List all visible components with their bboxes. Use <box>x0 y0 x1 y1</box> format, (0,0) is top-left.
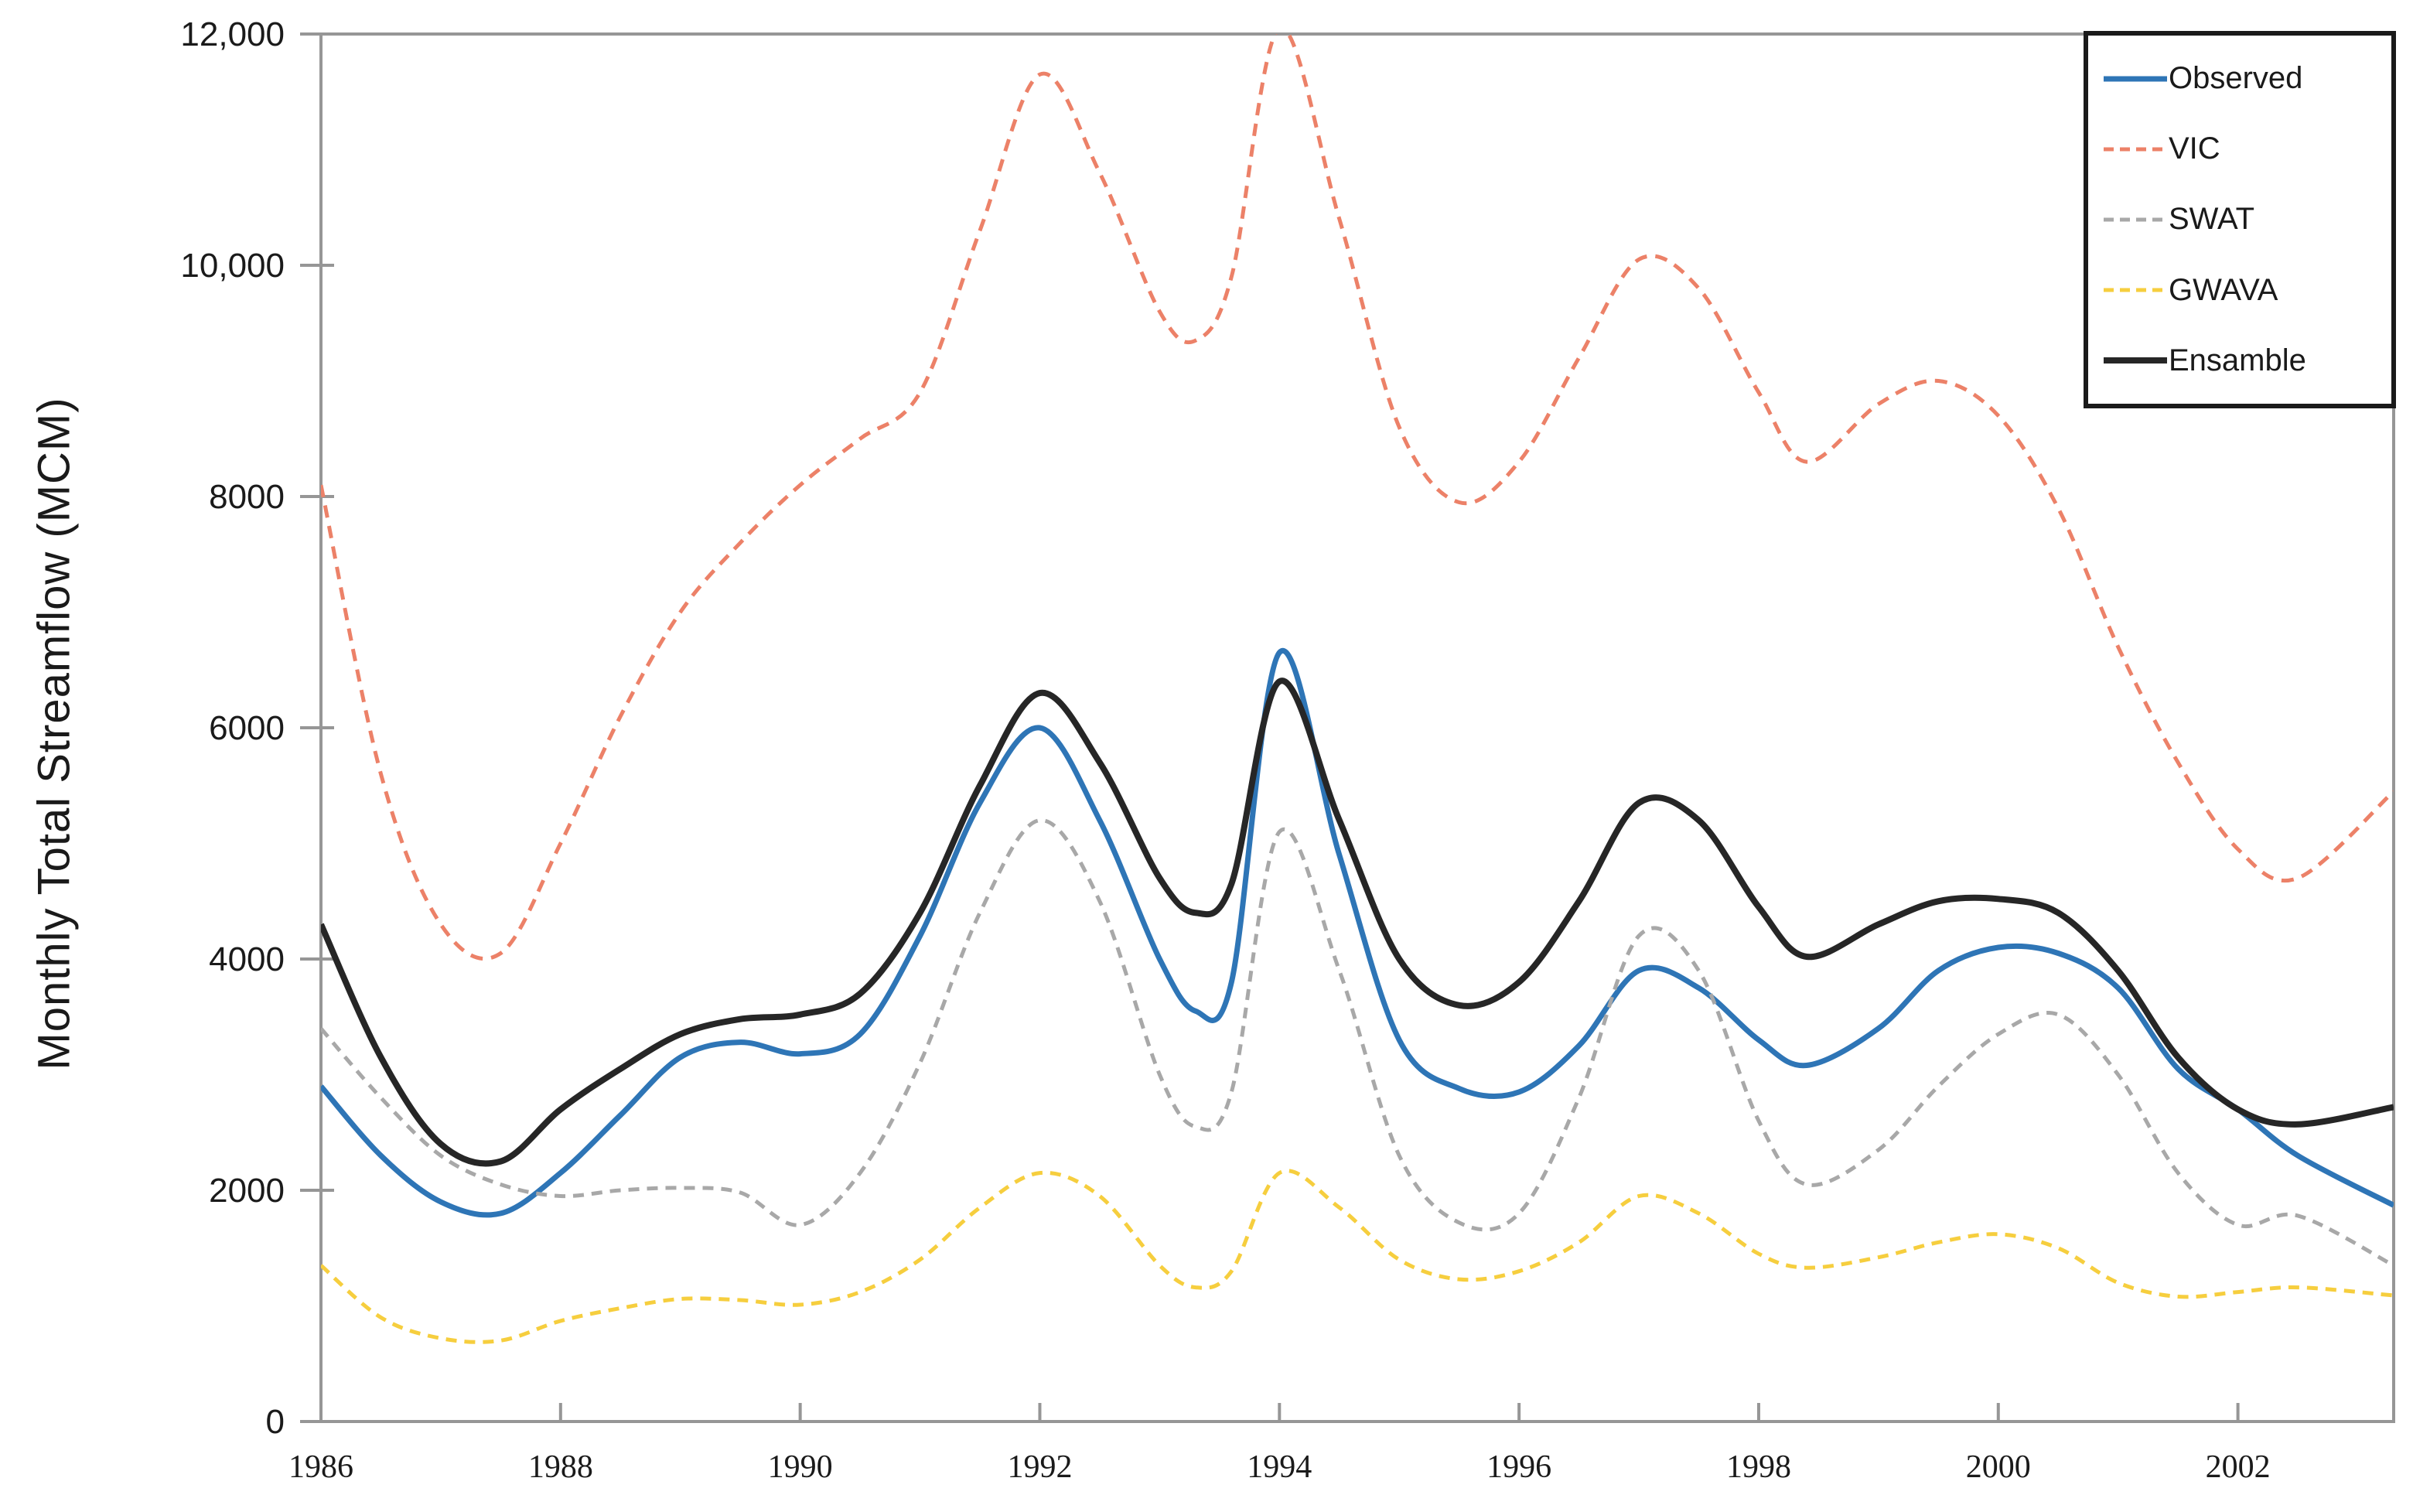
x-tick-label: 1996 <box>1486 1449 1551 1485</box>
legend-item-gwava: GWAVA <box>2104 273 2376 308</box>
plot-border <box>319 32 2395 1423</box>
legend-label-swat: SWAT <box>2169 202 2255 237</box>
x-tick-label: 1998 <box>1726 1449 1791 1485</box>
y-tick-label: 8000 <box>209 478 285 516</box>
x-tick-label: 2000 <box>1966 1449 2031 1485</box>
y-tick-label: 6000 <box>209 709 285 747</box>
series-line-observed <box>321 647 2394 1218</box>
legend-swatch-observed <box>2104 76 2167 82</box>
legend-swatch-swat <box>2104 217 2167 222</box>
x-tick-label: 2002 <box>2206 1449 2271 1485</box>
x-tick-label: 1986 <box>288 1449 353 1485</box>
legend: Observed VIC SWAT GWAVA Ensamble <box>2084 31 2396 408</box>
series-line-gwava <box>321 1169 2394 1344</box>
legend-item-ensamble: Ensamble <box>2104 343 2376 378</box>
legend-item-vic: VIC <box>2104 131 2376 166</box>
legend-item-observed: Observed <box>2104 61 2376 96</box>
x-tick-label: 1994 <box>1247 1449 1312 1485</box>
legend-label-observed: Observed <box>2169 61 2303 96</box>
legend-swatch-ensamble <box>2104 357 2167 364</box>
x-tick-label: 1988 <box>528 1449 593 1485</box>
y-tick-label: 12,000 <box>180 15 285 53</box>
y-tick-label: 4000 <box>209 940 285 978</box>
series-line-swat <box>321 818 2394 1268</box>
x-tick-label: 1990 <box>768 1449 833 1485</box>
legend-label-vic: VIC <box>2169 131 2220 166</box>
legend-label-gwava: GWAVA <box>2169 272 2278 307</box>
legend-swatch-gwava <box>2104 288 2167 292</box>
series-line-ensamble <box>321 677 2394 1167</box>
legend-swatch-vic <box>2104 147 2167 152</box>
y-tick-label: 10,000 <box>180 247 285 285</box>
series-line-vic <box>321 34 2394 961</box>
legend-label-ensamble: Ensamble <box>2169 343 2306 377</box>
y-tick-label: 2000 <box>209 1172 285 1210</box>
legend-item-swat: SWAT <box>2104 202 2376 237</box>
x-tick-label: 1992 <box>1007 1449 1072 1485</box>
y-tick-label: 0 <box>266 1403 285 1441</box>
